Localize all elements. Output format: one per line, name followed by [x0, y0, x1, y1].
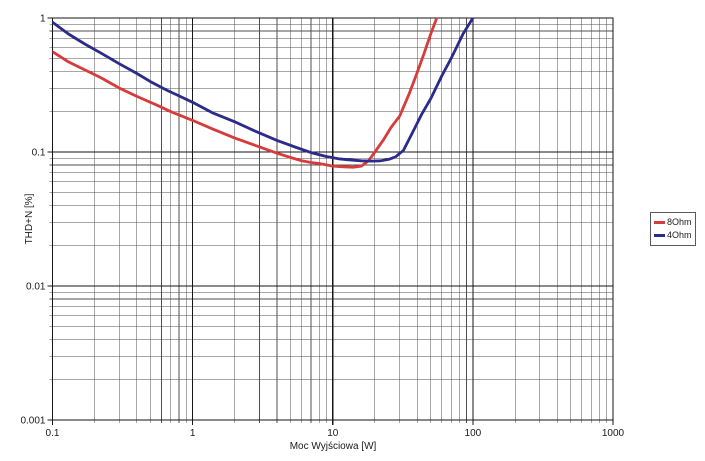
- x-tick-label: 1000: [602, 428, 625, 439]
- x-tick-label: 10: [327, 428, 339, 439]
- y-tick-label: 0.01: [26, 282, 46, 293]
- legend-label-8ohm: 8Ohm: [667, 217, 692, 227]
- grid-major: [47, 17, 614, 425]
- x-axis-title: Moc Wyjściowa [W]: [289, 441, 377, 452]
- legend-item-4ohm: 4Ohm: [654, 229, 693, 242]
- y-tick-label: 0.001: [20, 416, 45, 427]
- y-tick-label: 1: [40, 14, 46, 25]
- legend-swatch-8ohm: [654, 221, 665, 224]
- series-curve-4ohm: [52, 18, 475, 163]
- x-tick-label: 1: [190, 428, 196, 439]
- grid-minor: [49, 18, 613, 423]
- legend-label-4ohm: 4Ohm: [667, 230, 692, 240]
- x-tick-label: 0.1: [46, 428, 60, 439]
- y-tick-label: 0.1: [32, 148, 46, 159]
- series-curve-8ohm: [52, 18, 439, 169]
- x-tick-label: 100: [465, 428, 482, 439]
- chart-legend: 8Ohm 4Ohm: [650, 212, 696, 246]
- plot-border: [51, 17, 614, 421]
- legend-swatch-4ohm: [654, 234, 665, 237]
- y-axis-title: THD+N [%]: [23, 193, 35, 245]
- tick-labels: 0.1 1 10 100 1000 1 0.1 0.01 0.001: [20, 14, 624, 440]
- legend-item-8ohm: 8Ohm: [654, 216, 693, 229]
